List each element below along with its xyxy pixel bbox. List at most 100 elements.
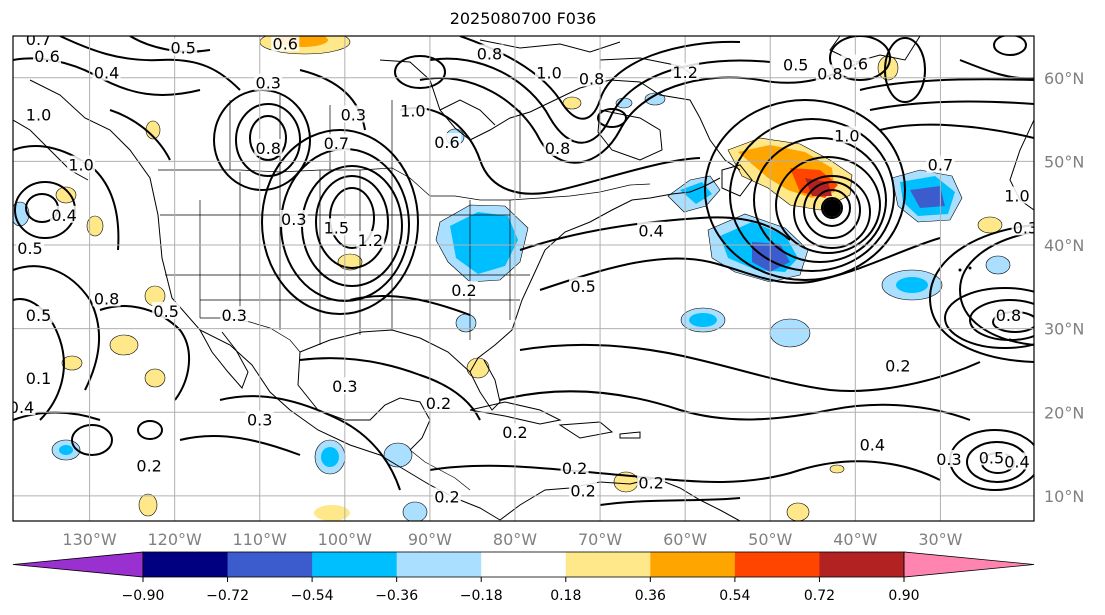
- contour-label-background: [322, 218, 351, 236]
- latitude-label: 20°N: [1044, 403, 1084, 422]
- contour-label: 0.4: [94, 64, 119, 83]
- contour-label-background: [24, 306, 53, 324]
- contour-label: 0.5: [783, 55, 808, 74]
- contour-label: 0.3: [247, 411, 272, 430]
- contour-label: 0.5: [979, 448, 1004, 467]
- contour-label-background: [637, 221, 666, 239]
- contour-label: 0.5: [26, 306, 51, 325]
- contour-label-background: [279, 209, 308, 227]
- contour-label: 0.6: [434, 133, 459, 152]
- contour-label-background: [926, 155, 955, 173]
- contour-label: 0.2: [638, 473, 663, 492]
- low-center-marker: [823, 199, 841, 217]
- contour-label: 1.2: [358, 231, 383, 250]
- contour-label-background: [781, 55, 810, 73]
- contour-label-background: [577, 69, 606, 87]
- longitude-label: 100°W: [318, 530, 373, 549]
- contour-label: 0.3: [341, 105, 366, 124]
- contour-label-background: [50, 205, 79, 223]
- longitude-label: 40°W: [833, 530, 877, 549]
- contour-label-background: [994, 306, 1023, 324]
- contour-label: 0.4: [860, 436, 885, 455]
- contour-label-background: [339, 105, 368, 123]
- contour-label-background: [322, 133, 351, 151]
- contour-label: 1.2: [672, 63, 697, 82]
- latitude-label: 10°N: [1044, 487, 1084, 506]
- contour-label-background: [500, 423, 529, 441]
- colorbar-frame: [142, 551, 905, 578]
- contour-label: 1.0: [68, 156, 93, 175]
- contour-label-background: [1002, 452, 1031, 470]
- colorbar-tick-label: −0.72: [206, 588, 249, 604]
- colorbar-tick-label: −0.54: [291, 588, 334, 604]
- latitude-label: 60°N: [1044, 69, 1084, 88]
- contour-label-background: [535, 63, 564, 81]
- longitude-label: 110°W: [233, 530, 288, 549]
- contour-label-background: [815, 64, 844, 82]
- contour-label: 1.0: [400, 101, 425, 120]
- longitude-label: 60°W: [663, 530, 707, 549]
- contour-label: 1.0: [1004, 187, 1029, 206]
- contour-label: 0.5: [17, 239, 42, 258]
- contour-label: 0.4: [9, 398, 34, 417]
- contour-label-background: [841, 54, 870, 72]
- contour-label: 0.1: [26, 369, 51, 388]
- contour-label: 1.0: [26, 105, 51, 124]
- longitude-label: 80°W: [493, 530, 537, 549]
- contour-label-background: [1002, 186, 1031, 204]
- longitude-label: 120°W: [147, 530, 202, 549]
- contour-label-background: [152, 301, 181, 319]
- contour-label-background: [92, 289, 121, 307]
- latitude-label: 50°N: [1044, 152, 1084, 171]
- contour-label-background: [92, 63, 121, 81]
- contour-label: 1.0: [834, 126, 859, 145]
- contour-label-background: [832, 126, 861, 144]
- contour-label: 0.3: [256, 74, 281, 93]
- contour-label: 0.8: [817, 64, 842, 83]
- contour-label: 0.3: [936, 450, 961, 469]
- contour-label-background: [271, 36, 300, 52]
- colorbar-segment: [143, 552, 229, 577]
- contour-label-background: [24, 36, 53, 48]
- latitude-label: 30°N: [1044, 320, 1084, 339]
- colorbar-segment: [227, 552, 313, 577]
- longitude-label: 70°W: [578, 530, 622, 549]
- longitude-label: 90°W: [408, 530, 452, 549]
- contour-label-background: [254, 73, 283, 91]
- contour-label-background: [330, 377, 359, 395]
- contour-label-background: [220, 306, 249, 324]
- contour-label: 0.7: [324, 134, 349, 153]
- contour-label: 0.2: [885, 356, 910, 375]
- contour-label-background: [977, 448, 1006, 466]
- longitude-label: 30°W: [918, 530, 962, 549]
- colorbar-segment: [312, 552, 398, 577]
- colorbar-segment: [734, 552, 820, 577]
- contour-label: 0.5: [570, 277, 595, 296]
- contour-label-background: [254, 138, 283, 156]
- contour-label-background: [883, 356, 912, 374]
- contour-label-background: [475, 44, 504, 62]
- contour-label: 0.2: [434, 488, 459, 507]
- contour-label-background: [24, 368, 53, 386]
- contour-label: 0.2: [570, 482, 595, 501]
- contour-label: 0.2: [136, 457, 161, 476]
- contour-label: 0.3: [332, 377, 357, 396]
- longitude-label: 130°W: [62, 530, 117, 549]
- contour-label-background: [569, 276, 598, 294]
- contour-label-background: [24, 105, 53, 123]
- contour-label: 0.5: [170, 39, 195, 58]
- contour-label-background: [135, 456, 164, 474]
- contour-label-background: [67, 155, 96, 173]
- contour-label-background: [560, 459, 589, 477]
- contour-label-background: [432, 487, 461, 505]
- contour-label: 0.8: [94, 289, 119, 308]
- map-panel: 0.70.60.40.5 0.60.30.81.0 0.8 1.2 0.5 0.80.61…: [9, 36, 1034, 521]
- contour-label: 0.4: [51, 206, 76, 225]
- colorbar-tick-label: 0.18: [550, 588, 581, 604]
- contour-label: 0.7: [928, 156, 953, 175]
- contour-label-background: [637, 473, 666, 491]
- contour-label-background: [432, 133, 461, 151]
- colorbar-segment: [565, 552, 651, 577]
- longitude-labels: 130°W 120°W 110°W 100°W 90°W 80°W 70°W 60°W 50°W…: [62, 530, 962, 549]
- contour-label-background: [245, 410, 274, 428]
